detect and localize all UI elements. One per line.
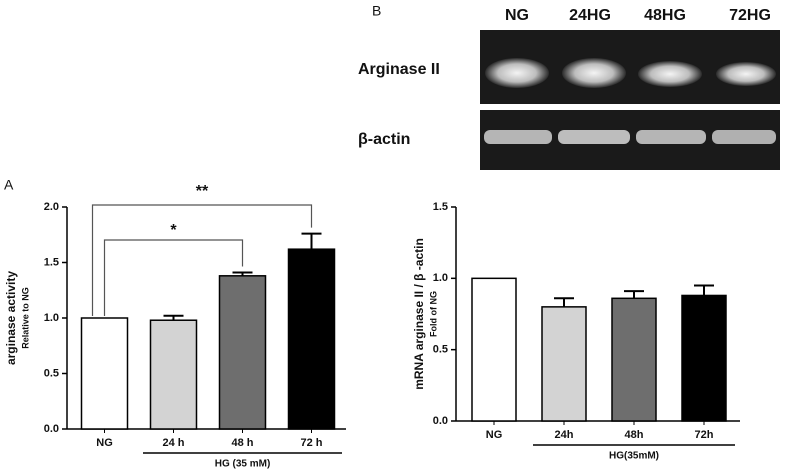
significance-label: **: [196, 183, 209, 200]
significance-bracket: [103, 239, 244, 316]
significance-bracket: [91, 204, 313, 316]
lane-label: 48HG: [644, 7, 686, 24]
y-tick-label: 0.0: [433, 415, 448, 427]
y-tick-label: 1.0: [433, 272, 448, 284]
y-tick-label: 2.0: [44, 201, 59, 213]
gel-band: [558, 130, 630, 144]
y-tick-label: 0.0: [44, 423, 59, 435]
row-label: Arginase II: [358, 61, 440, 78]
panel-label: A: [4, 177, 14, 193]
x-tick-label: 24 h: [162, 437, 184, 449]
x-tick-label: NG: [486, 429, 503, 441]
y-axis-label: arginase activity: [4, 271, 18, 365]
x-tick-label: 24h: [555, 429, 574, 441]
x-tick-label: 72 h: [300, 437, 322, 449]
row-label: β-actin: [358, 131, 410, 148]
bar: [149, 319, 198, 430]
gel-band: [636, 130, 706, 144]
x-tick-label: 48h: [625, 429, 644, 441]
gel-band: [484, 130, 552, 144]
x-tick-label: NG: [96, 437, 113, 449]
bar: [287, 248, 336, 430]
bar: [681, 294, 727, 422]
significance-label: *: [170, 222, 177, 239]
panel-label: B: [372, 3, 381, 19]
y-axis-label: mRNA arginase II / β -actin: [412, 238, 426, 390]
y-tick-label: 1.0: [44, 312, 59, 324]
gel-band: [716, 62, 776, 86]
bar: [218, 275, 267, 430]
bar: [541, 306, 587, 422]
bar: [611, 297, 657, 422]
x-tick-label: 48 h: [231, 437, 253, 449]
lane-label: NG: [505, 7, 529, 24]
y-axis-sublabel: Fold of NG: [428, 291, 438, 337]
gel-band: [712, 130, 776, 144]
y-axis-sublabel: Relative to NG: [20, 287, 30, 349]
gel-band: [485, 58, 549, 88]
lane-label: 24HG: [569, 7, 611, 24]
gel-band: [638, 61, 702, 87]
gel-band: [562, 58, 626, 88]
group-label: HG (35 mM): [215, 459, 271, 469]
y-tick-label: 1.5: [44, 256, 59, 268]
y-tick-label: 0.5: [433, 344, 448, 356]
y-tick-label: 1.5: [433, 201, 448, 213]
group-label: HG(35mM): [609, 451, 659, 462]
y-tick-label: 0.5: [44, 367, 59, 379]
lane-label: 72HG: [729, 7, 771, 24]
x-tick-label: 72h: [695, 429, 714, 441]
bar: [471, 277, 517, 422]
bar: [80, 317, 129, 430]
